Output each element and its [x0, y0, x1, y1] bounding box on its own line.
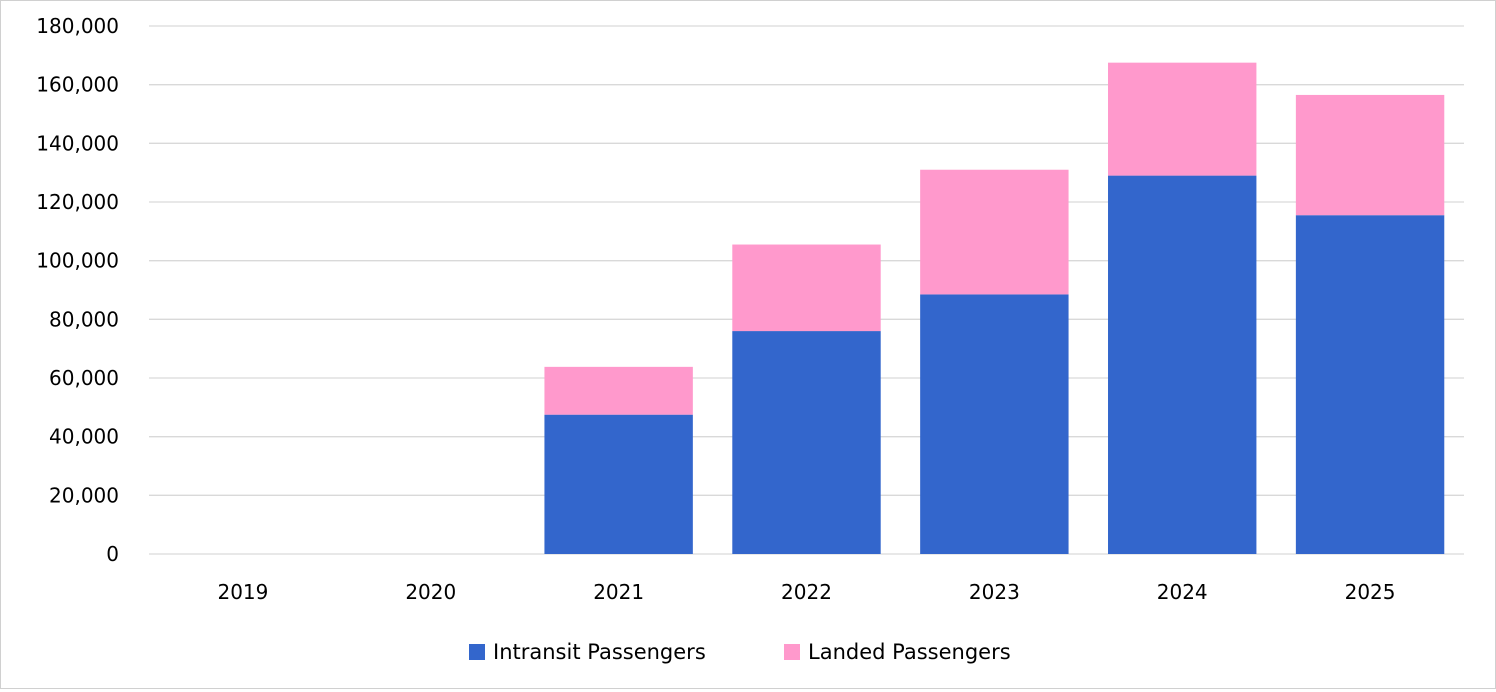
bar-landed-2021: [544, 366, 693, 415]
legend-label-landed: Landed Passengers: [808, 640, 1011, 664]
y-tick-label: 0: [106, 542, 119, 566]
bar-landed-2022: [732, 244, 881, 332]
legend-swatch-landed: [784, 644, 800, 660]
y-tick-label: 100,000: [36, 249, 119, 273]
bar-intransit-2022: [732, 331, 881, 554]
x-tick-label: 2025: [1345, 580, 1396, 604]
bar-intransit-2025: [1295, 215, 1445, 554]
bar-intransit-2023: [920, 294, 1069, 554]
y-tick-label: 20,000: [49, 483, 119, 507]
y-tick-label: 120,000: [36, 190, 119, 214]
y-tick-label: 160,000: [36, 73, 119, 97]
x-tick-label: 2021: [593, 580, 644, 604]
y-axis-ticks: 0 20,000 40,000 60,000 80,000 100,000 120,000 1…: [36, 14, 119, 566]
x-tick-label: 2024: [1157, 580, 1208, 604]
y-tick-label: 40,000: [49, 425, 119, 449]
legend: Intransit Passengers Landed Passengers: [469, 640, 1011, 664]
legend-swatch-intransit: [469, 644, 485, 660]
bar-landed-2025: [1295, 94, 1445, 216]
x-axis-ticks: 2019 2020 2021 2022 2023 2024 2025: [217, 580, 1395, 604]
x-tick-label: 2019: [217, 580, 268, 604]
bar-landed-2024: [1108, 62, 1257, 176]
y-tick-label: 60,000: [49, 366, 119, 390]
y-tick-label: 180,000: [36, 14, 119, 38]
bar-landed-2023: [920, 169, 1069, 295]
bar-intransit-2024: [1108, 175, 1257, 554]
legend-label-intransit: Intransit Passengers: [493, 640, 706, 664]
y-tick-label: 140,000: [36, 131, 119, 155]
bar-intransit-2021: [544, 414, 693, 554]
x-tick-label: 2022: [781, 580, 832, 604]
bars: [544, 62, 1445, 554]
x-tick-label: 2020: [405, 580, 456, 604]
y-tick-label: 80,000: [49, 307, 119, 331]
x-tick-label: 2023: [969, 580, 1020, 604]
